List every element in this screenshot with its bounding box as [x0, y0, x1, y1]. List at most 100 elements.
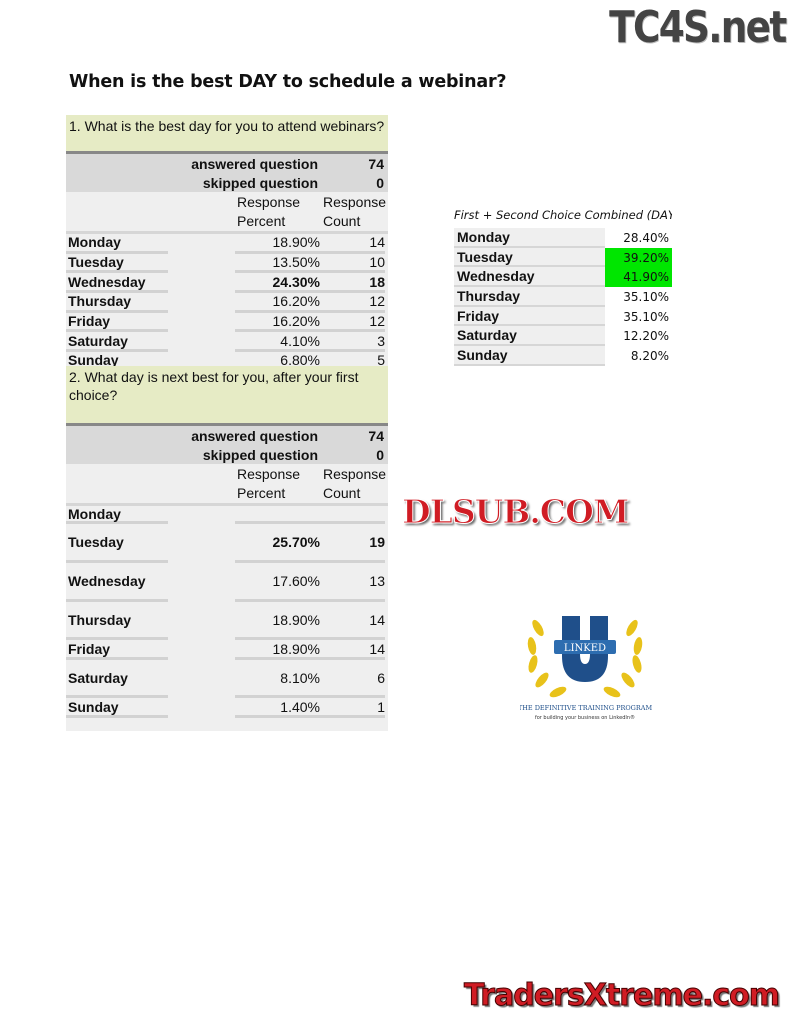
combined-value: 35.10%	[623, 289, 669, 304]
skipped-label: skipped question	[202, 174, 318, 191]
day-label: Thursday	[66, 602, 168, 640]
response-percent: 1.40%	[235, 698, 320, 718]
combined-table: First + Second Choice Combined (DAY) Mon…	[454, 208, 674, 366]
table-row: Friday 18.90% 14	[66, 640, 388, 660]
response-percent: 16.20%	[235, 293, 320, 313]
answered-label: answered question	[191, 427, 318, 444]
table-row: Wednesday 17.60% 13	[66, 563, 388, 602]
day-label: Monday	[66, 506, 168, 524]
question-1-table: 1. What is the best day for you to atten…	[66, 115, 388, 372]
col-percent: Response Percent	[237, 466, 301, 501]
response-count: 10	[320, 254, 385, 274]
response-count: 18	[320, 273, 385, 294]
column-headers: Response Percent Response Count	[66, 192, 388, 234]
day-label: Friday	[454, 306, 605, 327]
combined-row: Sunday 8.20%	[454, 346, 674, 366]
response-count: 14	[320, 640, 385, 660]
table-row: Thursday 18.90% 14	[66, 602, 388, 640]
tradersxtreme-watermark: TradersXtreme.com	[464, 978, 781, 1014]
answered-value: 74	[368, 427, 384, 444]
response-percent: 18.90%	[235, 602, 320, 640]
combined-row: Thursday 35.10%	[454, 287, 674, 307]
logo-banner: LINKED	[564, 643, 606, 654]
response-count: 14	[320, 234, 385, 254]
day-label: Friday	[66, 640, 168, 660]
response-percent: 18.90%	[235, 234, 320, 254]
response-percent: 4.10%	[235, 332, 320, 353]
question-2-text: 2. What day is next best for you, after …	[66, 366, 388, 426]
col-count: Response Count	[323, 466, 387, 501]
response-count	[320, 506, 385, 524]
dlsub-watermark: DLSUB.COM	[401, 492, 629, 532]
skipped-value: 0	[376, 174, 384, 191]
combined-row: Tuesday 39.20%	[454, 247, 674, 268]
col-count: Response Count	[323, 194, 387, 229]
answered-value: 74	[368, 155, 384, 172]
col-percent: Response Percent	[237, 194, 301, 229]
response-count: 3	[320, 332, 385, 353]
day-label: Thursday	[66, 293, 168, 313]
day-label: Monday	[454, 228, 605, 248]
combined-value: 41.90%	[605, 267, 672, 288]
response-count: 12	[320, 293, 385, 313]
page-title: When is the best DAY to schedule a webin…	[69, 72, 507, 92]
skipped-value: 0	[376, 446, 384, 463]
table-row: Sunday 1.40% 1	[66, 698, 388, 718]
response-percent	[235, 506, 320, 524]
day-label: Monday	[66, 234, 168, 254]
response-count: 6	[320, 660, 385, 698]
response-count: 12	[320, 313, 385, 333]
table-row: Wednesday 24.30% 18	[66, 273, 388, 294]
combined-title: First + Second Choice Combined (DAY)	[454, 208, 672, 222]
day-label: Tuesday	[66, 254, 168, 274]
combined-value: 35.10%	[623, 309, 669, 324]
table-row: Tuesday 13.50% 10	[66, 254, 388, 274]
combined-row: Friday 35.10%	[454, 306, 674, 327]
response-percent: 8.10%	[235, 660, 320, 698]
response-count: 19	[320, 524, 385, 563]
response-percent: 25.70%	[235, 524, 320, 563]
tc4s-watermark: TC4S.net	[609, 2, 788, 53]
table-row: Monday 18.90% 14	[66, 234, 388, 254]
question-1-text: 1. What is the best day for you to atten…	[66, 115, 388, 154]
logo-subtagline: for building your business on LinkedIn®	[535, 714, 635, 721]
day-label: Saturday	[66, 660, 168, 698]
response-count: 14	[320, 602, 385, 640]
linked-u-logo: LINKED THE DEFINITIVE TRAINING PROGRAM f…	[518, 598, 665, 723]
table-row: Saturday 8.10% 6	[66, 660, 388, 698]
skipped-label: skipped question	[202, 446, 318, 463]
day-label: Wednesday	[454, 267, 605, 288]
table-row: Tuesday 25.70% 19	[66, 524, 388, 563]
response-count: 1	[320, 698, 385, 718]
day-label: Friday	[66, 313, 168, 333]
combined-value: 12.20%	[623, 329, 669, 344]
response-count: 13	[320, 563, 385, 602]
day-label: Wednesday	[66, 563, 168, 602]
response-percent: 17.60%	[235, 563, 320, 602]
column-headers: Response Percent Response Count	[66, 464, 388, 506]
table-row: Thursday 16.20% 12	[66, 293, 388, 313]
table-row: Monday	[66, 506, 388, 524]
day-label: Sunday	[454, 346, 605, 366]
answered-label: answered question	[191, 155, 318, 172]
combined-value: 8.20%	[630, 348, 669, 363]
response-percent: 13.50%	[235, 254, 320, 274]
day-label: Tuesday	[454, 247, 605, 268]
combined-row: Monday 28.40%	[454, 228, 674, 248]
day-label: Saturday	[66, 332, 168, 353]
summary: answered question 74 skipped question 0	[66, 154, 388, 192]
day-label: Tuesday	[66, 524, 168, 563]
combined-value: 28.40%	[623, 230, 669, 245]
day-label: Thursday	[454, 287, 605, 307]
table-row: Friday 16.20% 12	[66, 313, 388, 333]
summary: answered question 74 skipped question 0	[66, 426, 388, 464]
combined-row: Wednesday 41.90%	[454, 267, 674, 288]
day-label: Saturday	[454, 326, 605, 347]
response-percent: 16.20%	[235, 313, 320, 333]
table-row: Saturday 4.10% 3	[66, 332, 388, 353]
day-label: Sunday	[66, 698, 168, 718]
laurel-logo-icon: LINKED THE DEFINITIVE TRAINING PROGRAM f…	[518, 616, 652, 721]
day-label: Wednesday	[66, 273, 168, 294]
combined-value: 39.20%	[605, 247, 672, 268]
